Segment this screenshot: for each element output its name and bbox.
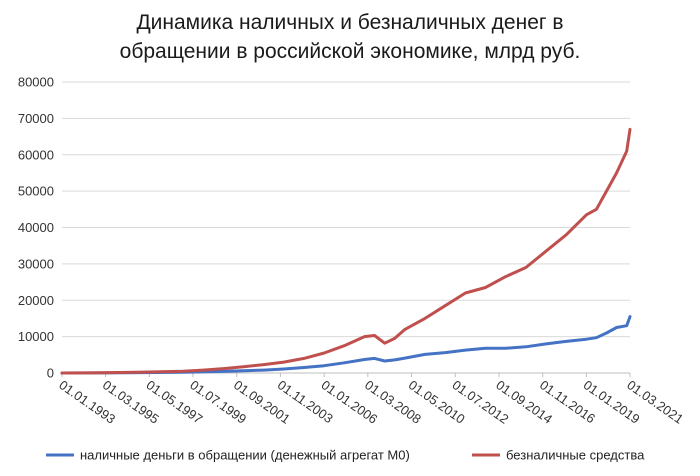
y-axis: 0 10000 20000 30000 40000 50000 60000 70000 8000… [18, 75, 54, 381]
y-tick-label: 30000 [18, 256, 54, 271]
y-tick-label: 0 [47, 366, 54, 381]
series-line-2 [60, 127, 632, 375]
x-axis: 01.01.199301.03.199501.05.199701.07.1999… [56, 373, 686, 427]
y-tick-label: 80000 [18, 75, 54, 90]
y-tick-label: 10000 [18, 329, 54, 344]
y-tick-label: 60000 [18, 147, 54, 162]
y-tick-label: 50000 [18, 184, 54, 199]
y-tick-label: 20000 [18, 293, 54, 308]
series-line-1 [60, 315, 632, 375]
legend-label-2: безналичные средства [506, 448, 645, 463]
series-lines [60, 127, 632, 375]
gridlines [62, 81, 630, 374]
legend: наличные деньги в обращении (денежный аг… [46, 448, 645, 463]
y-tick-label: 40000 [18, 220, 54, 235]
y-tick-label: 70000 [18, 111, 54, 126]
chart-title: Динамика наличных и безналичных денег в … [40, 8, 660, 66]
chart-title-line-2: обращении в российской экономике, млрд р… [119, 40, 581, 63]
chart-title-line-1: Динамика наличных и безналичных денег в [136, 11, 564, 34]
legend-label-1: наличные деньги в обращении (денежный аг… [80, 448, 410, 463]
